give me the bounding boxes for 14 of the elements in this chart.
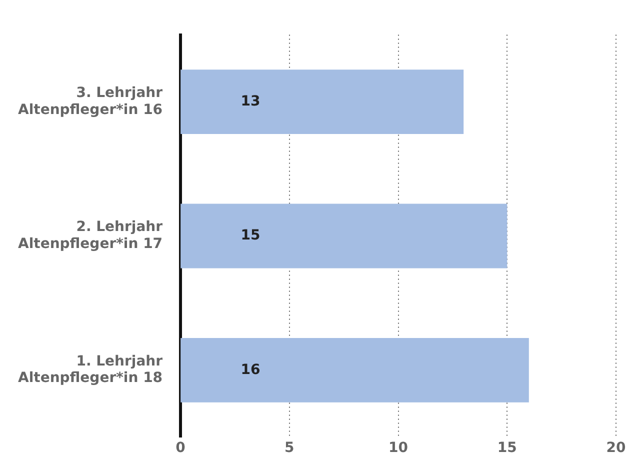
x-tick-label: 5	[284, 440, 294, 456]
bar	[180, 338, 529, 402]
x-tick-label: 20	[606, 440, 626, 456]
y-tick-label: 1. Lehrjahr Altenpfleger*in 18	[18, 353, 163, 386]
y-tick-label: 3. Lehrjahr Altenpfleger*in 16	[18, 85, 163, 118]
data-label: 15	[240, 228, 260, 244]
y-tick-label: 2. Lehrjahr Altenpfleger*in 17	[18, 219, 163, 252]
bar	[180, 204, 508, 268]
bar	[180, 70, 464, 134]
data-label: 16	[240, 362, 260, 378]
x-tick-label: 0	[176, 440, 186, 456]
data-label: 13	[240, 94, 260, 110]
x-tick-label: 15	[497, 440, 517, 456]
x-tick-label: 10	[388, 440, 408, 456]
